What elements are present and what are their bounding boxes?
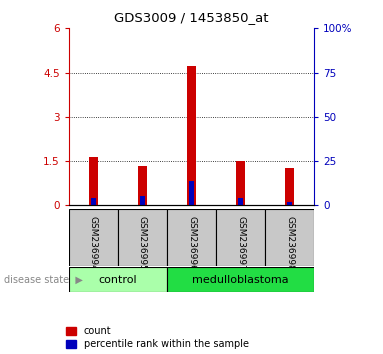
Legend: count, percentile rank within the sample: count, percentile rank within the sample: [66, 326, 249, 349]
Bar: [216, 209, 265, 266]
Bar: [91, 198, 96, 205]
Text: GSM236996: GSM236996: [187, 216, 196, 270]
Bar: [187, 66, 196, 205]
Title: GDS3009 / 1453850_at: GDS3009 / 1453850_at: [114, 11, 269, 24]
Bar: [167, 267, 314, 292]
Text: GSM236997: GSM236997: [236, 216, 245, 270]
Bar: [236, 161, 245, 205]
Bar: [69, 209, 118, 266]
Bar: [167, 209, 216, 266]
Text: GSM236995: GSM236995: [138, 216, 147, 270]
Text: medulloblastoma: medulloblastoma: [192, 275, 289, 285]
Bar: [189, 181, 194, 205]
Bar: [287, 202, 292, 205]
Text: control: control: [99, 275, 137, 285]
Bar: [238, 198, 243, 205]
Bar: [69, 267, 167, 292]
Text: disease state  ▶: disease state ▶: [4, 275, 83, 285]
Bar: [89, 156, 98, 205]
Bar: [265, 209, 314, 266]
Bar: [138, 166, 147, 205]
Text: GSM236998: GSM236998: [285, 216, 294, 270]
Bar: [140, 196, 145, 205]
Bar: [285, 169, 294, 205]
Text: GSM236994: GSM236994: [89, 216, 98, 270]
Bar: [118, 209, 167, 266]
